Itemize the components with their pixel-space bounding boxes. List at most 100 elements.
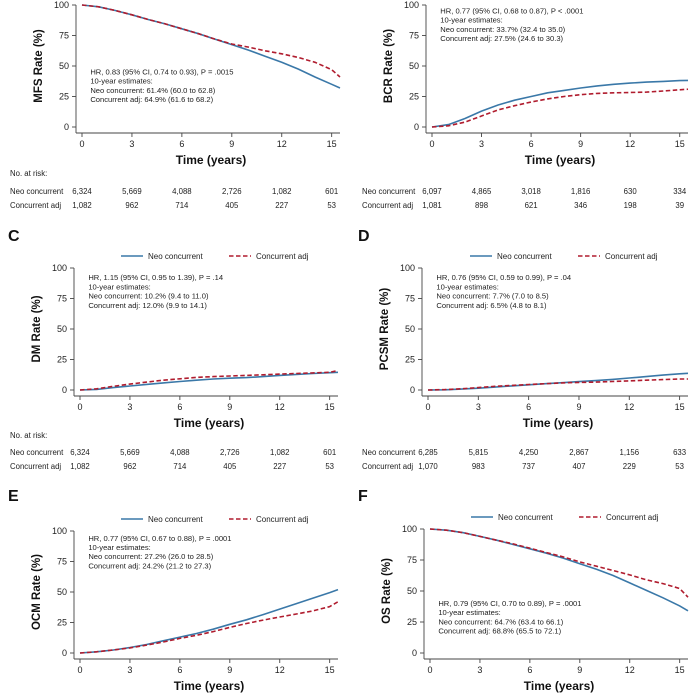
panel-b: 0 25 50 75 100 0 3 6 9 12 15 BCR Rate (%) Time (year… [362, 0, 689, 210]
x-tick-label: 0 [427, 665, 432, 675]
x-axis-label: Time (years) [174, 679, 244, 693]
annotation-line: Concurrent adj: 68.8% (65.5 to 72.1) [438, 626, 561, 635]
annotation-line: Neo concurrent: 64.7% (63.4 to 66.1) [438, 617, 563, 626]
y-tick-label: 100 [400, 263, 415, 273]
x-tick-label: 12 [275, 665, 285, 675]
x-tick-label: 6 [177, 402, 182, 412]
y-tick-label: 100 [52, 526, 67, 536]
risk-value: 6,324 [72, 187, 92, 196]
risk-value: 6,097 [422, 187, 442, 196]
y-tick-label: 50 [405, 324, 415, 334]
risk-value: 601 [325, 187, 338, 196]
y-tick-label: 50 [57, 587, 67, 597]
risk-value: 1,082 [72, 201, 92, 210]
y-tick-label: 75 [57, 557, 67, 567]
legend-label-neo: Neo concurrent [497, 252, 552, 261]
x-tick-label: 12 [275, 402, 285, 412]
panel-letter: F [358, 488, 368, 505]
legend-label-neo: Neo concurrent [148, 515, 203, 524]
annotation-line: HR, 0.79 (95% CI, 0.70 to 0.89), P = .00… [438, 599, 581, 608]
risk-value: 5,669 [120, 448, 140, 457]
concurrent-adj-line [431, 88, 689, 128]
risk-value: 53 [325, 462, 334, 471]
risk-header: No. at risk: [10, 169, 47, 178]
x-tick-label: 3 [127, 402, 132, 412]
risk-value: 53 [327, 201, 336, 210]
panel-letter: D [358, 228, 370, 245]
y-tick-label: 50 [57, 324, 67, 334]
x-axis-label: Time (years) [524, 679, 594, 693]
x-axis-label: Time (years) [176, 153, 246, 167]
annotation-line: Concurrent adj: 6.5% (4.8 to 8.1) [436, 301, 547, 310]
risk-value: 407 [572, 462, 585, 471]
concurrent-adj-line [79, 601, 339, 654]
annotation-line: Concurrent adj: 24.2% (21.2 to 27.3) [88, 561, 211, 570]
x-tick-label: 3 [127, 665, 132, 675]
risk-value: 5,815 [469, 448, 489, 457]
x-tick-label: 0 [77, 402, 82, 412]
risk-value: 227 [275, 201, 288, 210]
concurrent-adj-line [79, 369, 339, 391]
risk-value: 6,285 [418, 448, 438, 457]
panel-f: F 0 25 50 75 100 0 3 6 9 12 15 OS Rate (%) Time (year… [358, 488, 689, 693]
y-axis-label: BCR Rate (%) [383, 29, 395, 103]
annotation-line: 10-year estimates: [88, 282, 150, 291]
x-tick-label: 0 [425, 402, 430, 412]
risk-row-label: Concurrent adj [362, 201, 413, 210]
annotation-line: HR, 0.83 (95% CI, 0.74 to 0.93), P = .00… [90, 68, 233, 77]
x-tick-label: 6 [177, 665, 182, 675]
x-tick-label: 15 [675, 402, 685, 412]
x-tick-label: 15 [325, 665, 335, 675]
annotation-line: HR, 0.76 (95% CI, 0.59 to 0.99), P = .04 [436, 273, 571, 282]
x-tick-label: 9 [229, 139, 234, 149]
y-tick-label: 50 [407, 586, 417, 596]
legend-label-adj: Concurrent adj [605, 252, 658, 261]
panel-a: 0 25 50 75 100 0 3 6 9 12 15 MFS Rate (%) Time (year… [10, 0, 341, 210]
risk-row-label: Neo concurrent [362, 448, 416, 457]
risk-value: 1,081 [422, 201, 442, 210]
risk-value: 1,816 [571, 187, 591, 196]
legend-label-adj: Concurrent adj [256, 515, 309, 524]
x-tick-label: 0 [77, 665, 82, 675]
risk-row-label: Concurrent adj [10, 201, 61, 210]
y-tick-label: 75 [59, 31, 69, 41]
x-tick-label: 3 [479, 139, 484, 149]
risk-value: 898 [475, 201, 488, 210]
annotation-line: Neo concurrent: 27.2% (26.0 to 28.5) [88, 552, 213, 561]
y-tick-label: 0 [412, 648, 417, 658]
panel-e: E 0 25 50 75 100 0 3 6 9 12 15 OCM Rate (%) Time (yea… [8, 488, 339, 693]
y-tick-label: 100 [404, 0, 419, 10]
risk-value: 4,250 [519, 448, 539, 457]
risk-value: 4,088 [170, 448, 190, 457]
x-tick-label: 9 [576, 402, 581, 412]
x-tick-label: 0 [79, 139, 84, 149]
risk-value: 1,156 [620, 448, 640, 457]
risk-row-label: Neo concurrent [10, 448, 64, 457]
y-tick-label: 0 [64, 122, 69, 132]
risk-value: 227 [273, 462, 286, 471]
annotation-line: 10-year estimates: [438, 608, 500, 617]
y-axis-label: DM Rate (%) [31, 295, 43, 362]
risk-value: 6,324 [70, 448, 90, 457]
risk-value: 405 [225, 201, 239, 210]
risk-value: 229 [623, 462, 636, 471]
risk-value: 714 [173, 462, 187, 471]
y-tick-label: 25 [57, 618, 67, 628]
y-tick-label: 100 [402, 524, 417, 534]
risk-value: 346 [574, 201, 587, 210]
y-axis-label: OS Rate (%) [381, 558, 393, 624]
y-tick-label: 25 [407, 617, 417, 627]
y-axis-label: PCSM Rate (%) [379, 288, 391, 371]
panel-c: C 0 25 50 75 100 0 3 6 9 12 15 DM Rate (%) Time (year… [8, 228, 339, 471]
x-tick-label: 12 [277, 139, 287, 149]
x-tick-label: 3 [477, 665, 482, 675]
risk-value: 4,088 [172, 187, 192, 196]
x-axis-label: Time (years) [525, 153, 595, 167]
risk-value: 630 [624, 187, 638, 196]
annotation-line: Neo concurrent: 61.4% (60.0 to 62.8) [90, 86, 215, 95]
legend-label-neo: Neo concurrent [498, 513, 553, 522]
risk-value: 5,669 [122, 187, 142, 196]
annotation-line: Neo concurrent: 33.7% (32.4 to 35.0) [440, 25, 565, 34]
annotation-line: 10-year estimates: [436, 282, 498, 291]
